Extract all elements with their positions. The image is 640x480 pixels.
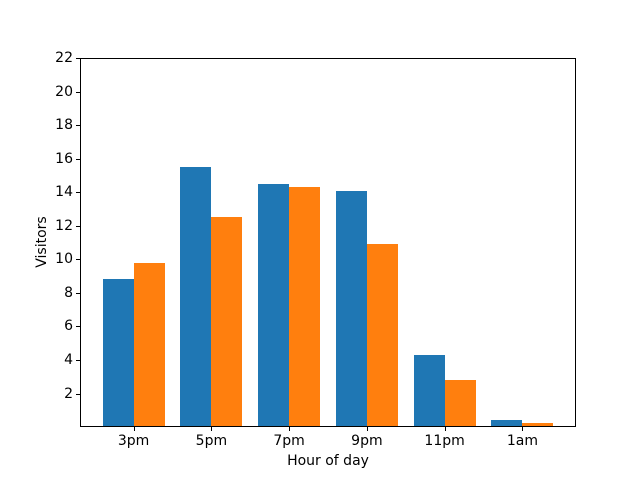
y-tick-label: 4 [64,351,73,368]
x-axis-title: Hour of day [287,453,369,469]
bar-3pm-series-2 [133,262,165,427]
x-axis-tick-labels: 3pm 5pm 7pm 9pm 11pm 1am [80,433,576,453]
x-tick-mark [444,427,446,431]
y-tick-label: 18 [55,117,73,134]
x-tick-label-11pm: 11pm [424,433,465,449]
bar-7pm-series-1 [258,183,290,427]
bar-1am-series-1 [491,420,523,427]
x-tick-label-3pm: 3pm [117,433,150,449]
y-tick-mark [76,91,80,93]
y-tick-mark [76,225,80,227]
y-tick-label: 2 [64,385,73,402]
y-tick-mark [76,158,80,160]
x-tick-label-5pm: 5pm [195,433,228,449]
y-tick-label: 12 [55,217,73,234]
y-tick-mark [76,259,80,261]
bar-3pm-series-1 [102,279,134,427]
y-axis-title: Visitors [34,216,50,268]
y-tick-mark [76,292,80,294]
y-tick-mark [76,393,80,395]
y-tick-label: 16 [55,150,73,167]
x-tick-label-9pm: 9pm [351,433,383,449]
x-tick-mark [289,427,291,431]
bar-9pm-series-1 [335,190,367,427]
y-tick-label: 22 [55,50,73,66]
x-tick-label-7pm: 7pm [273,433,305,449]
y-tick-label: 8 [64,284,73,301]
y-tick-mark [76,125,80,127]
bar-11pm-series-1 [413,354,445,427]
bar-7pm-series-2 [289,187,321,427]
bar-1am-series-2 [522,422,554,427]
x-tick-mark [366,427,368,431]
x-tick-mark [133,427,135,431]
y-tick-mark [76,58,80,59]
x-tick-label-1am: 1am [506,433,538,449]
y-tick-mark [76,359,80,361]
bar-5pm-series-2 [211,217,243,427]
y-tick-label: 6 [64,318,73,335]
y-tick-label: 20 [55,83,73,100]
x-tick-mark [211,427,213,431]
bar-9pm-series-2 [366,244,398,427]
bar-5pm-series-1 [180,167,212,427]
y-tick-mark [76,192,80,194]
y-tick-label: 14 [55,184,73,201]
bars-layer [80,58,576,427]
x-tick-mark [522,427,524,431]
y-axis-tick-labels: 2 4 6 8 10 12 14 16 18 20 22 [0,50,73,427]
bar-11pm-series-2 [444,380,476,427]
y-tick-mark [76,326,80,328]
y-tick-label: 10 [55,251,73,268]
